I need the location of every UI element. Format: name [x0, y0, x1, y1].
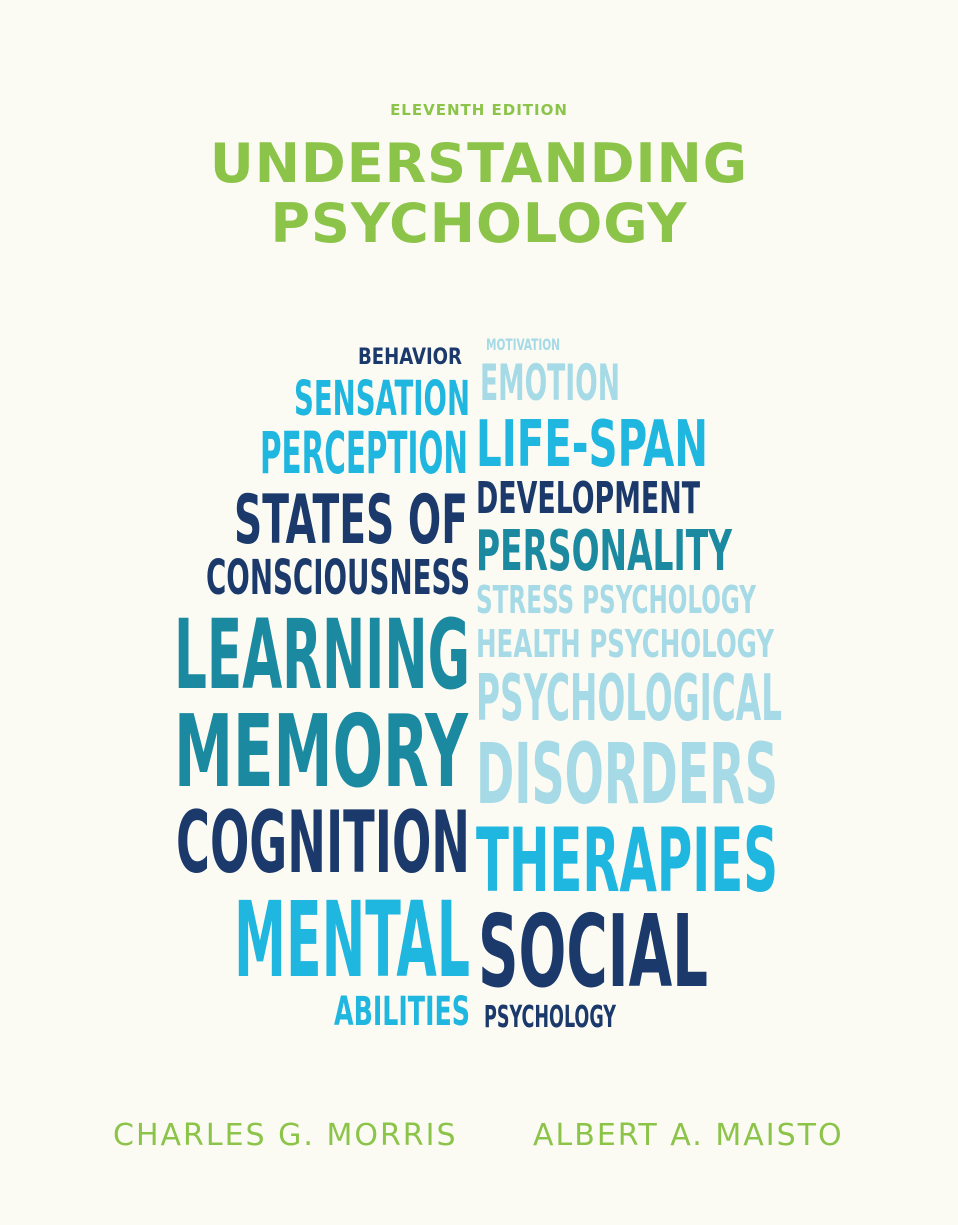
- word-perception: PERCEPTION: [260, 419, 468, 487]
- word-health-psychology: HEALTH PSYCHOLOGY: [476, 622, 775, 666]
- word-stress-psychology: STRESS PSYCHOLOGY: [476, 578, 757, 622]
- word-life-span: LIFE-SPAN: [476, 408, 708, 482]
- word-learning: LEARNING: [174, 599, 470, 711]
- edition-label: ELEVENTH EDITION: [390, 101, 568, 119]
- word-psychology-small: PSYCHOLOGY: [484, 1000, 616, 1035]
- word-behavior: BEHAVIOR: [358, 345, 462, 370]
- title-line-2: PSYCHOLOGY: [270, 192, 688, 255]
- word-motivation: MOTIVATION: [486, 335, 560, 354]
- word-memory: MEMORY: [174, 693, 469, 810]
- word-sensation: SENSATION: [294, 371, 470, 427]
- word-states-of: STATES OF: [234, 481, 468, 560]
- word-mental: MENTAL: [234, 879, 470, 1001]
- word-psychological: PSYCHOLOGICAL: [476, 662, 782, 736]
- title-line-1: UNDERSTANDING: [209, 132, 749, 195]
- word-personality: PERSONALITY: [476, 519, 732, 584]
- word-disorders: DISORDERS: [476, 725, 778, 823]
- word-therapies: THERAPIES: [476, 809, 778, 912]
- word-emotion: EMOTION: [480, 354, 620, 412]
- author-2: ALBERT A. MAISTO: [533, 1118, 844, 1153]
- word-cognition: COGNITION: [176, 793, 470, 893]
- author-1: CHARLES G. MORRIS: [113, 1118, 458, 1153]
- word-abilities: ABILITIES: [334, 989, 470, 1035]
- word-social: SOCIAL: [478, 893, 708, 1010]
- word-development: DEVELOPMENT: [476, 473, 700, 524]
- word-consciousness: CONSCIOUSNESS: [206, 550, 470, 606]
